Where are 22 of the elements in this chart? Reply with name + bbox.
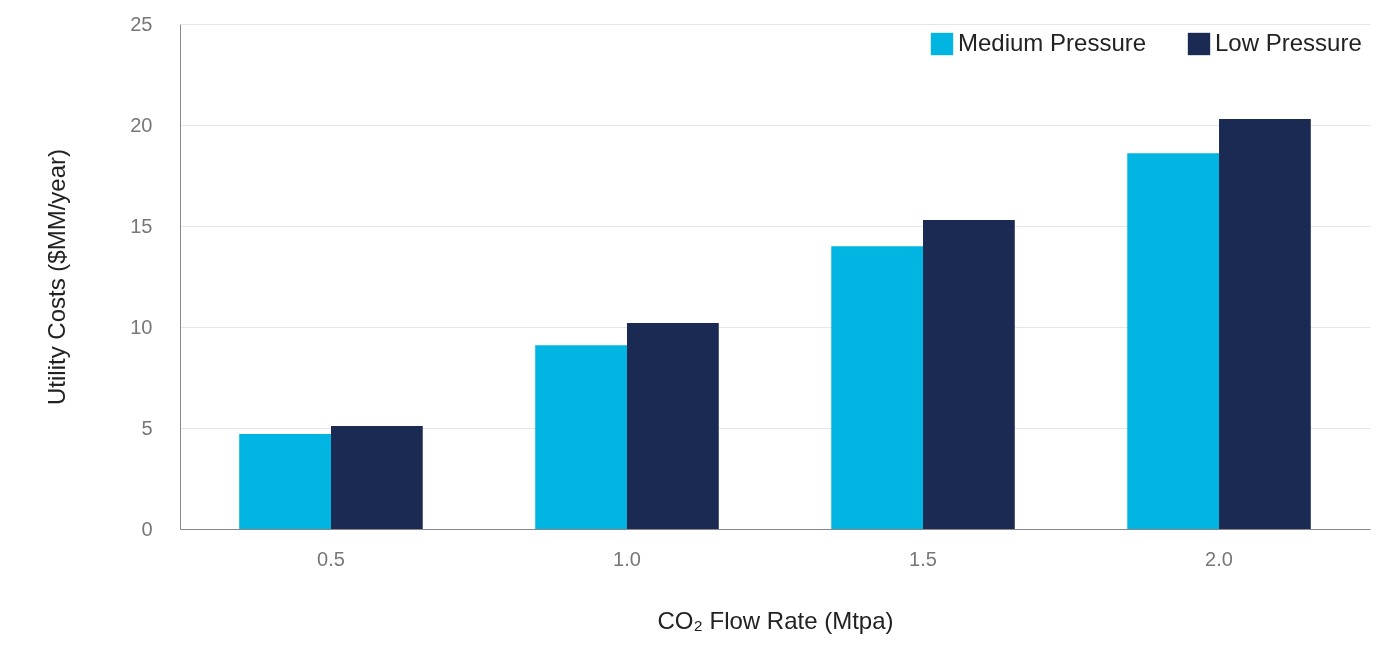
bar	[1127, 153, 1220, 529]
y-axis-title: Utility Costs ($MM/year)	[43, 148, 71, 406]
bar	[330, 425, 423, 529]
x-tick-label: 1.0	[613, 547, 641, 570]
y-tick-label: 5	[141, 416, 153, 439]
bar	[239, 434, 331, 529]
x-tick-label: 0.5	[317, 547, 345, 570]
bar	[923, 219, 1015, 529]
bar	[1219, 118, 1311, 529]
y-tick-label: 15	[130, 214, 153, 237]
bar	[535, 345, 627, 529]
x-axis-title: CO₂ Flow Rate (Mtpa)	[657, 606, 894, 634]
bar	[626, 322, 719, 529]
y-tick-label: 25	[130, 12, 153, 35]
bar	[831, 246, 924, 529]
legend-label: Low Pressure	[1215, 29, 1362, 56]
y-tick-label: 0	[141, 517, 153, 540]
legend-label: Medium Pressure	[958, 29, 1147, 56]
y-tick-label: 20	[130, 113, 153, 136]
x-tick-label: 2.0	[1205, 547, 1233, 570]
y-tick-label: 10	[130, 315, 153, 338]
x-tick-label: 1.5	[909, 547, 937, 570]
